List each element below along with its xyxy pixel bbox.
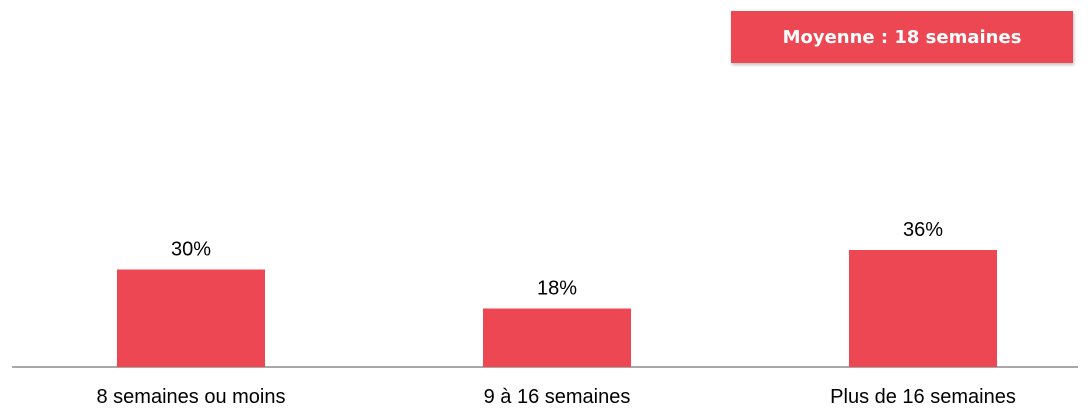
category-labels-group: 8 semaines ou moins 9 à 16 semaines Plus d… (97, 386, 1016, 408)
value-label-3: 36% (903, 219, 943, 241)
value-labels-group: 30% 18% 36% (171, 219, 943, 300)
bars-group (117, 250, 997, 367)
category-label-2: 9 à 16 semaines (484, 386, 631, 408)
bar-2 (483, 308, 631, 367)
bar-1 (117, 269, 265, 367)
category-label-1: 8 semaines ou moins (97, 386, 286, 408)
value-label-1: 30% (171, 239, 211, 261)
category-label-3: Plus de 16 semaines (830, 386, 1016, 408)
value-label-2: 18% (537, 278, 577, 300)
bar-3 (849, 250, 997, 367)
average-badge: Moyenne : 18 semaines (731, 11, 1073, 63)
average-badge-text: Moyenne : 18 semaines (782, 26, 1022, 48)
